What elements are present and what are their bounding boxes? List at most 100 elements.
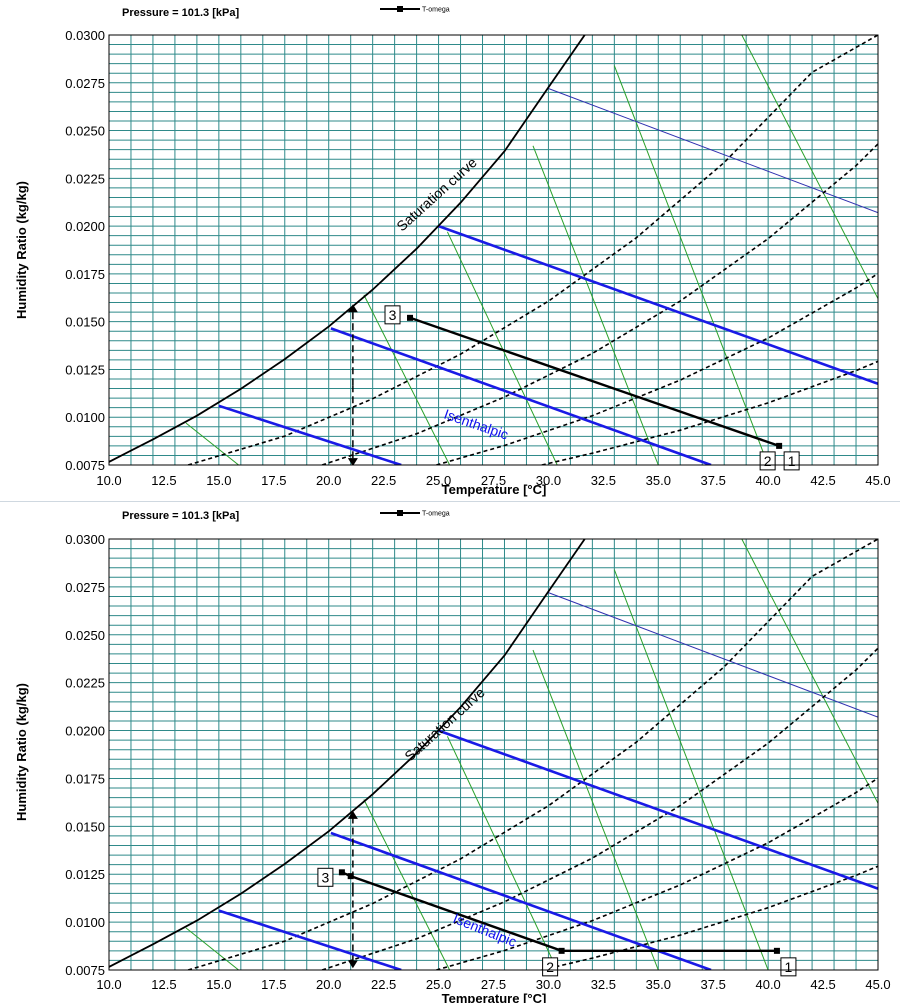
enthalpy-thin-line bbox=[548, 88, 878, 214]
isenthalpic-line bbox=[330, 831, 712, 970]
legend: T-omega bbox=[380, 510, 450, 518]
x-tick-label: 17.5 bbox=[261, 977, 286, 992]
y-tick-label: 0.0200 bbox=[65, 724, 105, 739]
state-point-label: 3 bbox=[384, 305, 401, 325]
x-tick-label: 35.0 bbox=[646, 473, 671, 488]
wet-bulb-line bbox=[446, 736, 558, 970]
x-tick-label: 25.0 bbox=[426, 977, 451, 992]
state-point-label: 2 bbox=[759, 451, 776, 471]
legend-label: T-omega bbox=[422, 511, 450, 518]
state-point-text: 1 bbox=[785, 959, 793, 975]
series-point bbox=[558, 947, 565, 954]
x-tick-label: 27.5 bbox=[481, 977, 506, 992]
isenthalpic-label: Isenthalpic bbox=[451, 910, 519, 950]
x-tick-label: 17.5 bbox=[261, 473, 286, 488]
enthalpy-thin-line bbox=[548, 592, 878, 718]
wet-bulb-line bbox=[741, 35, 878, 299]
grid bbox=[108, 538, 879, 971]
y-tick-label: 0.0150 bbox=[65, 819, 105, 834]
state-point-text: 3 bbox=[389, 307, 397, 323]
isenthalpic-line bbox=[438, 224, 878, 386]
x-tick-label: 30.0 bbox=[536, 473, 561, 488]
x-tick-label: 37.5 bbox=[701, 473, 726, 488]
series-line-t-omega bbox=[409, 316, 780, 448]
plot-area bbox=[109, 539, 878, 970]
x-tick-label: 45.0 bbox=[865, 473, 890, 488]
state-point-label: 1 bbox=[780, 957, 797, 977]
x-tick-label: 20.0 bbox=[316, 977, 341, 992]
plot-frame bbox=[108, 34, 879, 466]
psychrometric-chart-bottom: 1 2 3 Saturation curve Isenthalpic 10.0 12.5 15… bbox=[0, 502, 900, 1003]
x-tick-label: 10.0 bbox=[96, 473, 121, 488]
y-tick-label: 0.0125 bbox=[65, 867, 105, 882]
y-axis-label: Humidity Ratio (kg/kg) bbox=[14, 181, 29, 319]
isenthalpic-label: Isenthalpic bbox=[442, 406, 510, 443]
x-tick-label: 22.5 bbox=[371, 977, 396, 992]
isenthalpic-line bbox=[438, 729, 878, 890]
x-tick-label: 42.5 bbox=[810, 473, 835, 488]
wet-bulb-line bbox=[532, 145, 659, 465]
panel-separator bbox=[0, 501, 900, 502]
x-tick-label: 10.0 bbox=[96, 977, 121, 992]
legend-marker bbox=[397, 510, 403, 516]
grid bbox=[108, 34, 879, 466]
series-point bbox=[347, 873, 354, 880]
x-tick-label: 40.0 bbox=[755, 977, 780, 992]
y-tick-label: 0.0075 bbox=[65, 963, 105, 978]
legend-label: T-omega bbox=[422, 7, 450, 14]
state-point-label: 1 bbox=[783, 451, 800, 471]
pressure-label: Pressure = 101.3 [kPa] bbox=[122, 510, 239, 522]
wet-bulb-line bbox=[741, 539, 878, 804]
wet-bulb-line bbox=[613, 569, 769, 970]
state-point-text: 3 bbox=[321, 869, 329, 885]
x-tick-label: 27.5 bbox=[481, 473, 506, 488]
y-tick-label: 0.0075 bbox=[65, 458, 105, 473]
x-tick-label: 20.0 bbox=[316, 473, 341, 488]
wet-bulb-line bbox=[613, 65, 769, 465]
y-tick-label: 0.0100 bbox=[65, 915, 105, 930]
x-tick-label: 12.5 bbox=[151, 473, 176, 488]
y-tick-label: 0.0125 bbox=[65, 362, 105, 377]
wet-bulb-line bbox=[185, 422, 239, 465]
series-line-t-omega bbox=[341, 871, 777, 952]
y-tick-label: 0.0275 bbox=[65, 76, 105, 91]
y-tick-label: 0.0100 bbox=[65, 410, 105, 425]
x-tick-label: 30.0 bbox=[536, 977, 561, 992]
state-point-label: 3 bbox=[317, 867, 334, 887]
series-point bbox=[338, 869, 345, 876]
x-axis-label: Temperature [°C] bbox=[442, 991, 547, 1003]
y-tick-label: 0.0300 bbox=[65, 532, 105, 547]
state-point-text: 1 bbox=[788, 453, 796, 469]
y-tick-label: 0.0150 bbox=[65, 315, 105, 330]
y-tick-label: 0.0175 bbox=[65, 771, 105, 786]
relative-humidity-curve bbox=[321, 143, 878, 465]
y-tick-label: 0.0250 bbox=[65, 124, 105, 139]
y-tick-label: 0.0275 bbox=[65, 580, 105, 595]
y-tick-label: 0.0225 bbox=[65, 171, 105, 186]
x-axis-label: Temperature [°C] bbox=[442, 482, 547, 497]
chart-svg: 1 2 3 Saturation curve Isenthalpic 10.0 12.5 15… bbox=[14, 510, 891, 1003]
series-point bbox=[407, 314, 414, 321]
y-tick-label: 0.0225 bbox=[65, 676, 105, 691]
x-tick-label: 35.0 bbox=[646, 977, 671, 992]
y-tick-label: 0.0200 bbox=[65, 219, 105, 234]
y-tick-label: 0.0300 bbox=[65, 28, 105, 43]
x-tick-label: 37.5 bbox=[701, 977, 726, 992]
isenthalpic-line bbox=[330, 327, 712, 465]
state-point-label: 2 bbox=[542, 957, 559, 977]
relative-humidity-curve bbox=[321, 647, 878, 970]
x-tick-label: 15.0 bbox=[206, 473, 231, 488]
x-tick-label: 15.0 bbox=[206, 977, 231, 992]
series-point bbox=[773, 947, 780, 954]
isenthalpic-line bbox=[218, 404, 402, 465]
relative-humidity-curve bbox=[541, 360, 878, 465]
state-point-text: 2 bbox=[764, 453, 772, 469]
wet-bulb-line bbox=[185, 927, 239, 970]
x-tick-label: 22.5 bbox=[371, 473, 396, 488]
relative-humidity-curve bbox=[436, 777, 878, 970]
relative-humidity-curve bbox=[436, 272, 878, 465]
x-tick-label: 12.5 bbox=[151, 977, 176, 992]
legend-marker bbox=[397, 6, 403, 12]
x-tick-label: 42.5 bbox=[810, 977, 835, 992]
legend: T-omega bbox=[380, 6, 450, 14]
